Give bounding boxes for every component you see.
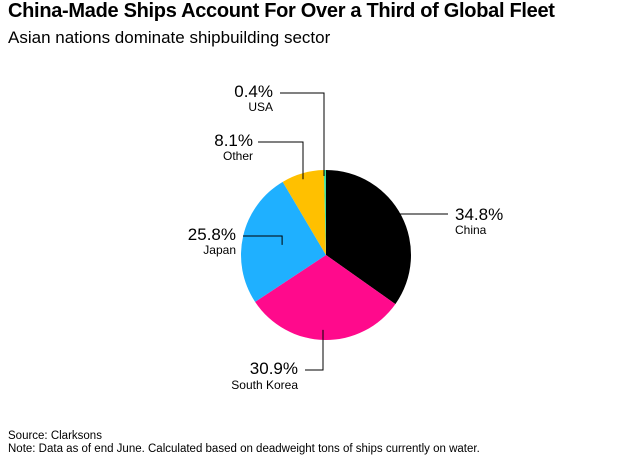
- chart-title: China-Made Ships Account For Over a Thir…: [8, 0, 555, 22]
- chart-subtitle: Asian nations dominate shipbuilding sect…: [8, 28, 331, 47]
- callout-line-other: [258, 141, 304, 180]
- slice-value-label-south-korea: 30.9%: [250, 359, 298, 378]
- source-note: Source: Clarksons: [8, 430, 102, 442]
- slice-category-label-japan: Japan: [203, 243, 236, 257]
- callout-line-china: [385, 213, 448, 225]
- slice-category-label-other: Other: [223, 149, 253, 163]
- slice-value-label-china: 34.8%: [455, 205, 503, 224]
- pie-callouts: 34.8%China 30.9%South Korea 25.8%Japan 8.1%…: [188, 82, 503, 392]
- slice-value-label-japan: 25.8%: [188, 225, 236, 244]
- callout-line-usa: [280, 92, 325, 176]
- slice-value-label-usa: 0.4%: [234, 82, 273, 101]
- pie-slice-usa: [323, 170, 326, 255]
- pie-slice-south-korea: [255, 255, 396, 341]
- slice-value-label-other: 8.1%: [214, 131, 253, 150]
- pie-slice-other: [282, 170, 326, 255]
- slice-category-label-usa: USA: [248, 100, 273, 114]
- pie-slice-china: [326, 170, 411, 305]
- footnote: Note: Data as of end June. Calculated ba…: [8, 443, 480, 455]
- callout-line-japan: [243, 235, 283, 245]
- slice-category-label-china: China: [455, 223, 487, 237]
- slice-category-label-south-korea: South Korea: [231, 378, 298, 392]
- pie-slices: [240, 170, 411, 341]
- callout-line-south-korea: [305, 329, 324, 371]
- pie-slice-japan: [240, 181, 326, 302]
